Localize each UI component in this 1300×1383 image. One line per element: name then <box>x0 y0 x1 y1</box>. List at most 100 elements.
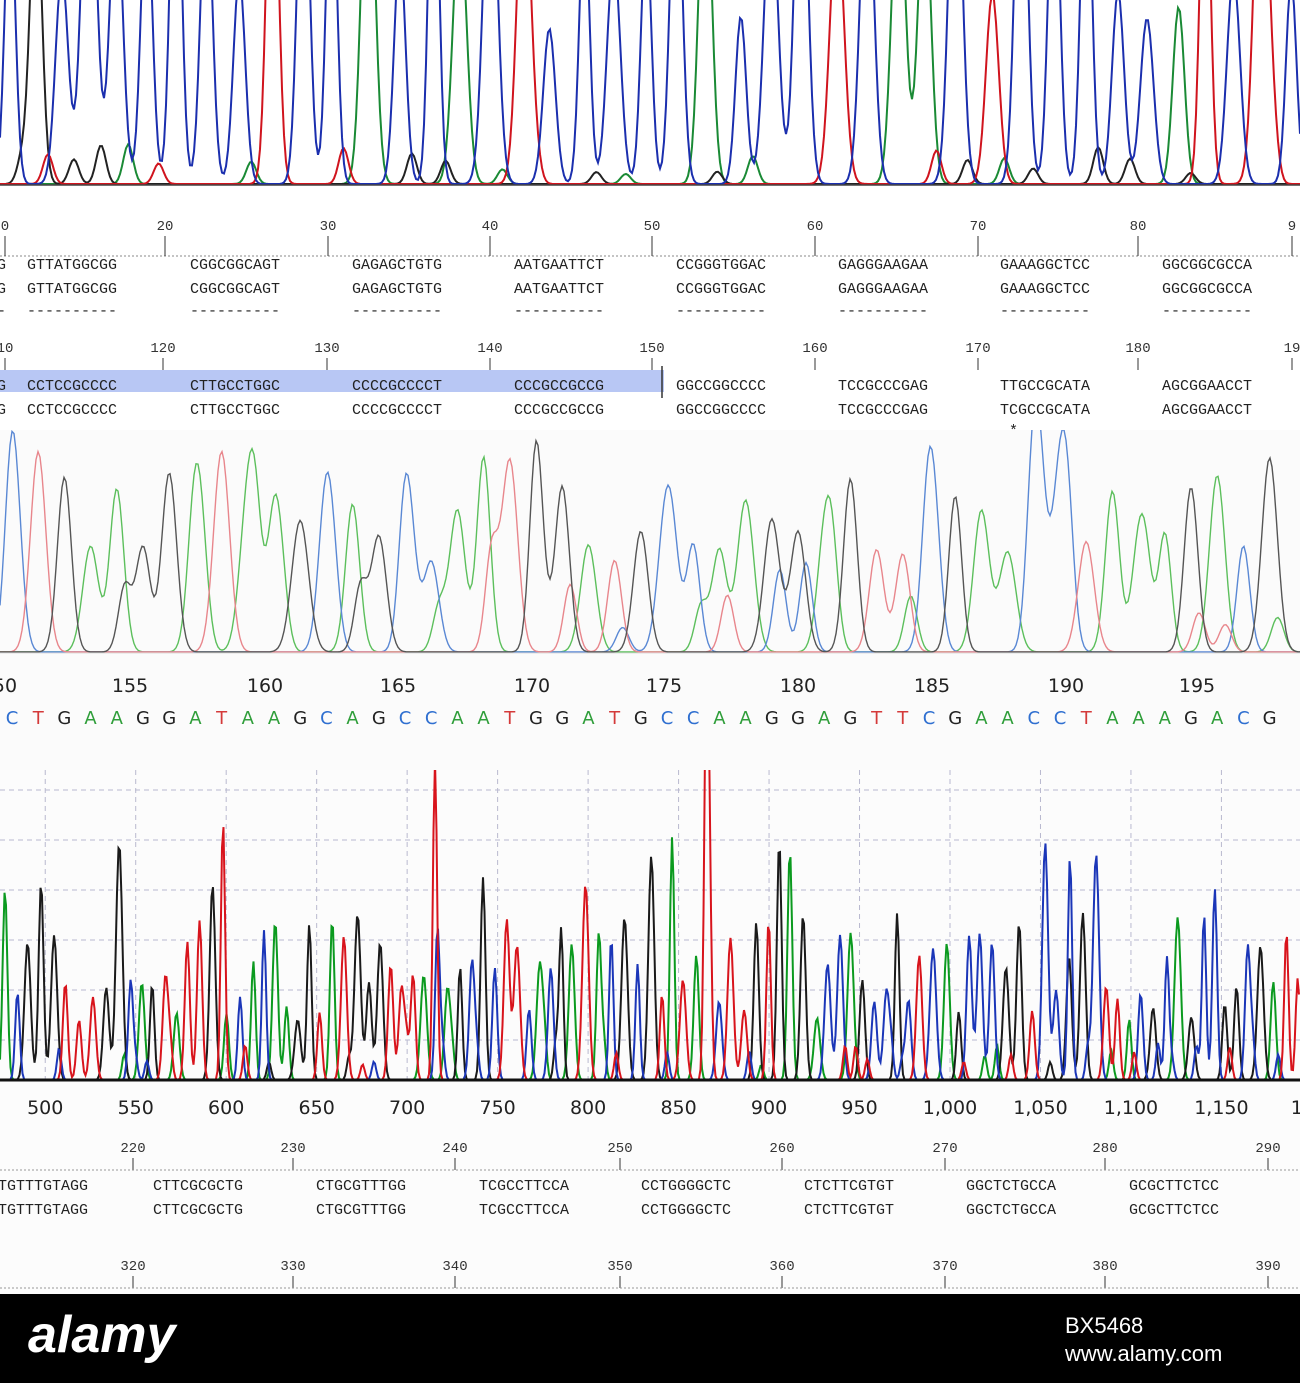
alignment-block: GAGGGAAGAA <box>838 257 928 274</box>
basecall-A: A <box>1106 708 1119 729</box>
basecall-G: G <box>555 708 569 729</box>
alignment-block: CCTCCGCCCC <box>27 402 117 419</box>
trace-G-line <box>0 0 1300 185</box>
alignment-block: CCGGGTGGAC <box>676 281 766 298</box>
basecall-G: G <box>136 708 150 729</box>
ruler-tick-label: 270 <box>932 1141 957 1157</box>
trace-C-line <box>0 0 1300 185</box>
trace-C-line <box>0 430 1300 653</box>
x-tick-label: 175 <box>646 675 682 697</box>
ruler-tick-label: 9 <box>1288 219 1296 235</box>
alignment-block: TCCGCCCGAG <box>838 402 928 419</box>
alignment-block: ---------- <box>352 423 442 430</box>
alignment-block: ---------- <box>352 303 442 320</box>
x-tick-label: 1,100 <box>1104 1097 1158 1119</box>
ruler-tick-label: 140 <box>477 341 502 357</box>
trace-T-line <box>0 0 1300 185</box>
alignment-block: CTCTTCGTGT <box>804 1178 894 1195</box>
top-alignment-panel: 0 20 30 40 50 60 70 80 9 G GTTATGGCGG CGGCGGCAGT GAG… <box>0 0 1300 430</box>
alignment-block: TGTTTGTAGG <box>0 1202 88 1219</box>
basecall-T: T <box>608 708 621 729</box>
alignment-block: CGGCGGCAGT <box>190 257 280 274</box>
alignment-block: GGCCGGCCCC <box>676 378 766 395</box>
x-tick-label: 650 <box>299 1097 335 1119</box>
x-tick-label: 165 <box>380 675 416 697</box>
basecall-G: G <box>57 708 71 729</box>
alignment-block: ---------- <box>514 423 604 430</box>
basecall-G: G <box>948 708 962 729</box>
trace-G-line <box>0 438 1300 653</box>
alignment-block: ---------- <box>676 423 766 430</box>
alignment-block: G <box>0 378 6 395</box>
alignment-block: CCGGGTGGAC <box>676 257 766 274</box>
basecall-C: C <box>425 708 438 729</box>
x-tick-label: 1,20 <box>1291 1097 1300 1119</box>
alignment-block: GAAAGGCTCC <box>1000 257 1090 274</box>
basecall-C: C <box>687 708 700 729</box>
middle-chromatogram-panel: 50155160165170175180185190195CTGAAGGATAA… <box>0 430 1300 770</box>
alignment-block: CCCCGCCCCT <box>352 378 442 395</box>
basecall-G: G <box>162 708 176 729</box>
trace-A-line <box>0 446 1300 653</box>
x-tick-label: 850 <box>660 1097 696 1119</box>
basecall-C: C <box>1028 708 1041 729</box>
basecall-C: C <box>6 708 19 729</box>
alignment-block: TGTTTGTAGG <box>0 1178 88 1195</box>
x-tick-label: 800 <box>570 1097 606 1119</box>
x-tick-label: 550 <box>118 1097 154 1119</box>
ruler-tick-label: 40 <box>482 219 499 235</box>
ruler-tick-label: 240 <box>442 1141 467 1157</box>
x-tick-label: 170 <box>514 675 550 697</box>
ruler-tick-label: 220 <box>120 1141 145 1157</box>
ruler-tick-label: 390 <box>1255 1259 1280 1275</box>
basecall-G: G <box>372 708 386 729</box>
ruler-tick-label: 20 <box>157 219 174 235</box>
alignment-block: GGCTCTGCCA <box>966 1178 1056 1195</box>
selection-highlight <box>0 370 664 392</box>
basecall-T: T <box>503 708 516 729</box>
ruler-tick-label: 230 <box>280 1141 305 1157</box>
alignment-block: AATGAATTCT <box>514 281 604 298</box>
bottom-chromatogram: 500 550 600 650 700 750 800 850 900 950 1,000 1,050… <box>0 770 1300 1289</box>
basecall-G: G <box>791 708 805 729</box>
x-tick-label: 1,050 <box>1013 1097 1067 1119</box>
basecall-T: T <box>870 708 883 729</box>
alignment-block: - <box>0 303 6 320</box>
basecall-A: A <box>268 708 281 729</box>
basecall-T: T <box>1080 708 1093 729</box>
trace-A-line <box>0 0 1300 185</box>
ruler-tick-label: 370 <box>932 1259 957 1275</box>
alignment-block: GTTATGGCGG <box>27 281 117 298</box>
alignment-block: ---------- <box>838 303 928 320</box>
basecall-A: A <box>1001 708 1014 729</box>
basecall-A: A <box>818 708 831 729</box>
basecall-C: C <box>320 708 333 729</box>
alignment-block: GAGAGCTGTG <box>352 281 442 298</box>
alignment-block: CTTGCCTGGC <box>190 378 280 395</box>
alignment-block: GAGAGCTGTG <box>352 257 442 274</box>
alignment-block: - <box>0 423 6 430</box>
ruler-tick-label: 380 <box>1092 1259 1117 1275</box>
ruler-tick-label: 180 <box>1125 341 1150 357</box>
alignment-block: CTTGCCTGGC <box>190 402 280 419</box>
basecall-A: A <box>1159 708 1172 729</box>
basecall-A: A <box>713 708 726 729</box>
basecall-C: C <box>399 708 412 729</box>
ruler-tick-label: 340 <box>442 1259 467 1275</box>
basecall-A: A <box>111 708 124 729</box>
x-tick-label: 1,000 <box>923 1097 977 1119</box>
basecall-T: T <box>896 708 909 729</box>
basecall-C: C <box>923 708 936 729</box>
alignment-block: CTCTTCGTGT <box>804 1202 894 1219</box>
x-tick-label: 160 <box>247 675 283 697</box>
alignment-block: GTTATGGCGG <box>27 257 117 274</box>
basecall-A: A <box>242 708 255 729</box>
basecall-G: G <box>293 708 307 729</box>
ruler-tick-label: 170 <box>965 341 990 357</box>
x-tick-label: 700 <box>389 1097 425 1119</box>
ruler-tick-label: 320 <box>120 1259 145 1275</box>
alignment-block: GCGCTTCTCC <box>1129 1202 1219 1219</box>
ruler-tick-label: 80 <box>1130 219 1147 235</box>
ruler-tick-label: 280 <box>1092 1141 1117 1157</box>
alignment-block: TCGCCTTCCA <box>479 1202 569 1219</box>
